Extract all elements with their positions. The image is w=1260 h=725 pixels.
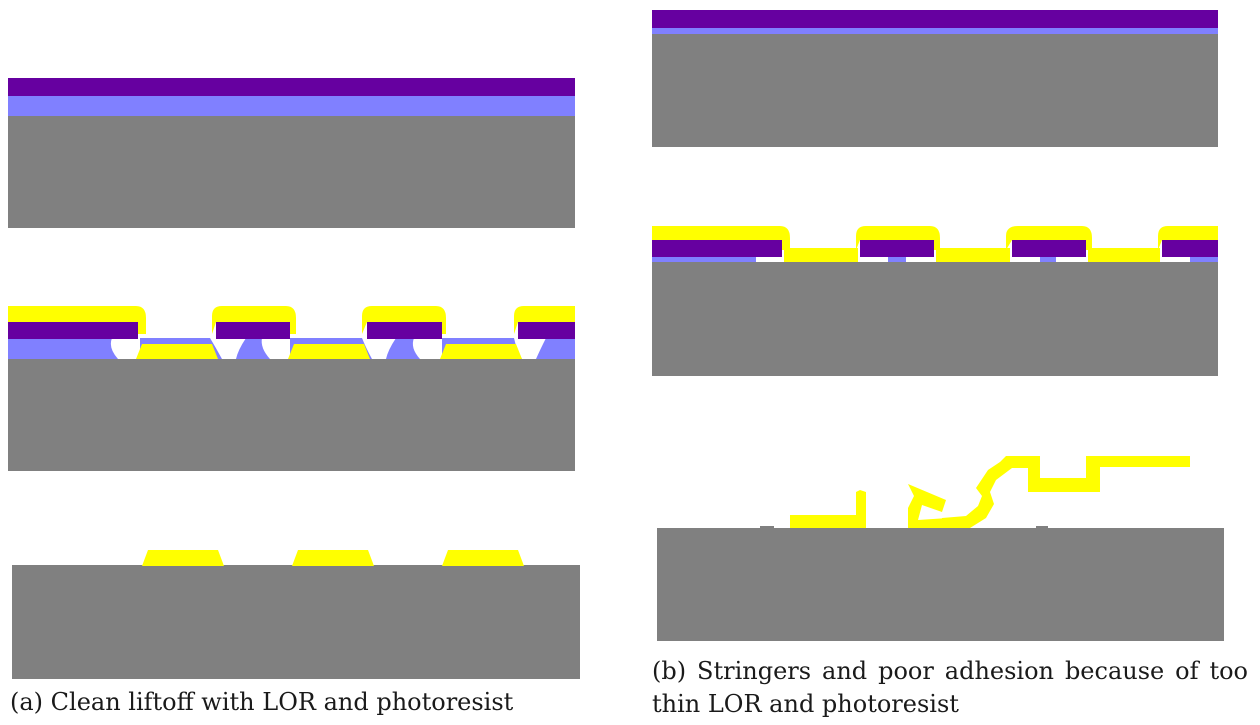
metal-on-substrate (440, 344, 522, 359)
panel-b-step3-after-liftoff (657, 456, 1224, 641)
photoresist-island (367, 322, 442, 339)
residue (760, 526, 774, 528)
metal-on-resist (856, 226, 940, 250)
metal-stringer (908, 484, 948, 528)
metal-on-substrate (1088, 248, 1160, 262)
metal-on-resist (1006, 226, 1092, 250)
panel-a (8, 78, 580, 679)
panel-a-step2-metal-deposition (8, 306, 575, 471)
photoresist-layer (8, 78, 575, 96)
metal-on-resist (514, 306, 575, 334)
lor-layer (1040, 256, 1056, 262)
metal-feature (292, 550, 374, 566)
photoresist-island (216, 322, 290, 339)
metal-on-resist (1158, 226, 1218, 250)
caption-panel-a: (a) Clean liftoff with LOR and photoresi… (10, 688, 514, 716)
panel-a-step3-after-liftoff (12, 550, 580, 679)
substrate (657, 528, 1224, 641)
metal-feature (442, 550, 524, 566)
metal-on-resist (362, 306, 446, 334)
substrate (8, 359, 575, 471)
lor-layer (652, 28, 1218, 34)
photoresist-island (652, 240, 782, 257)
photoresist-island (860, 240, 934, 257)
substrate (12, 565, 580, 679)
substrate (8, 116, 575, 228)
undercut-void (412, 338, 442, 359)
substrate (652, 34, 1218, 147)
metal-on-substrate (936, 248, 1010, 262)
caption-panel-b: (b) Stringers and poor adhesion because … (652, 657, 1248, 718)
lor-layer (652, 256, 756, 262)
undercut-void (110, 338, 140, 359)
metal-on-substrate (288, 344, 370, 359)
photoresist-island (1162, 240, 1218, 257)
panel-b-step1-resist-stack (652, 10, 1218, 147)
metal-on-substrate (136, 344, 218, 359)
undercut-void (210, 338, 246, 359)
metal-on-resist (652, 226, 790, 250)
panel-b (652, 10, 1224, 641)
metal-stringer (942, 456, 1190, 528)
metal-on-resist (8, 306, 146, 334)
substrate (652, 262, 1218, 376)
panel-b-step2-metal-deposition (652, 226, 1218, 376)
metal-stringer (790, 490, 866, 528)
photoresist-island (8, 322, 138, 339)
photoresist-island (1012, 240, 1086, 257)
undercut-void (362, 338, 396, 359)
metal-on-substrate (784, 248, 858, 262)
undercut-void (514, 338, 546, 359)
lor-layer (888, 256, 906, 262)
residue (1036, 526, 1048, 528)
metal-on-resist (212, 306, 296, 334)
photoresist-layer (652, 10, 1218, 28)
photoresist-island (518, 322, 575, 339)
lor-layer (8, 96, 575, 116)
panel-a-step1-resist-stack (8, 78, 575, 228)
undercut-void (261, 338, 290, 359)
metal-feature (142, 550, 224, 566)
lor-layer (1190, 256, 1218, 262)
